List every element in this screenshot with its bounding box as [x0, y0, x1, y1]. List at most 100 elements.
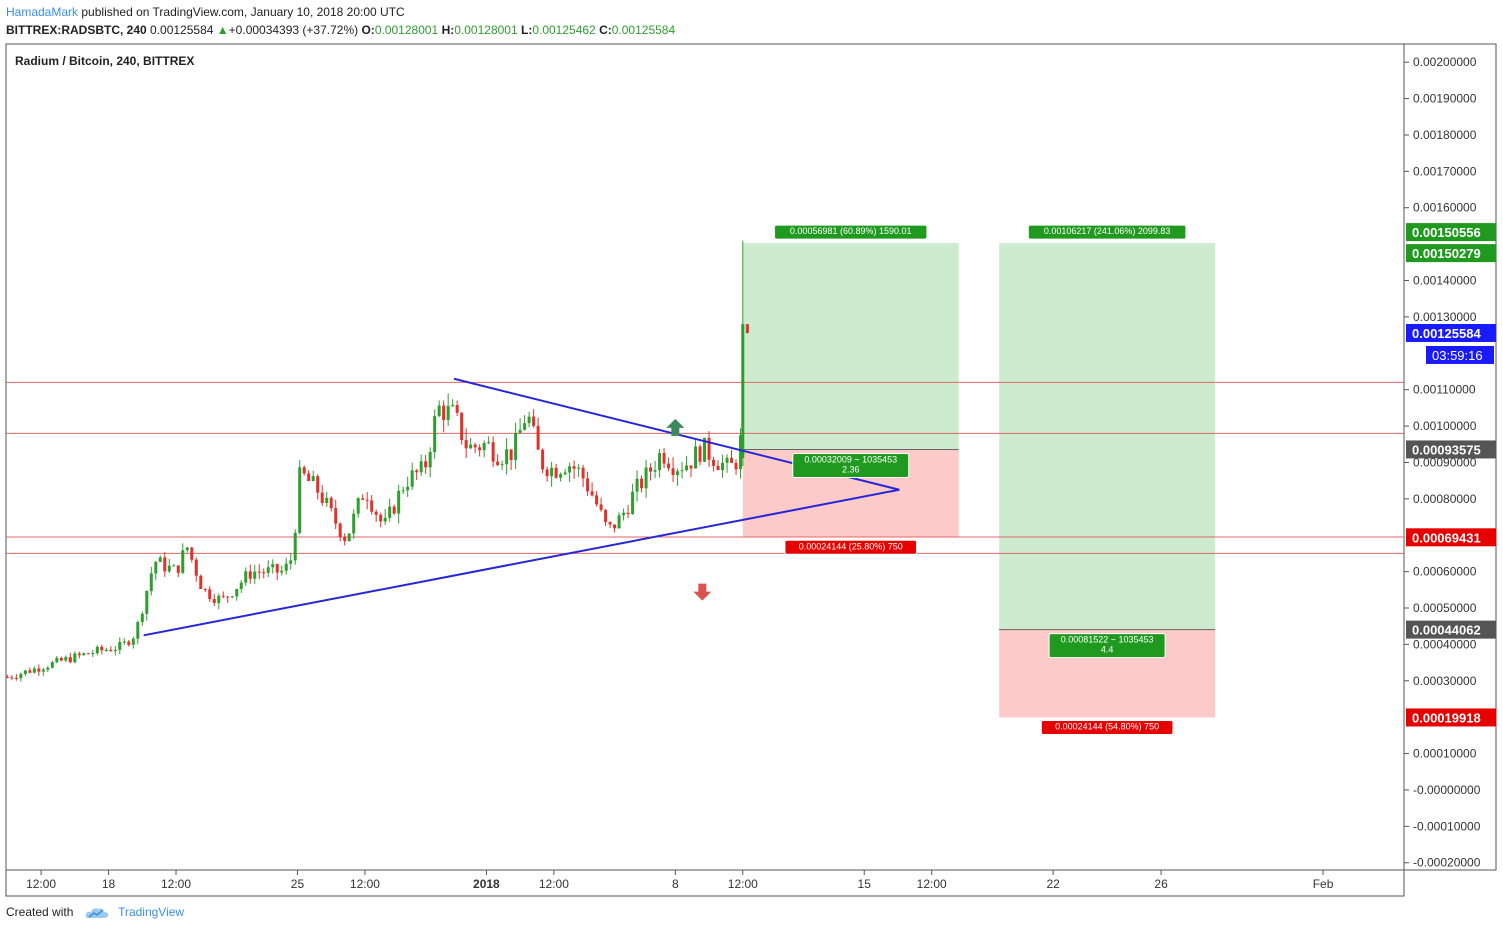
candle-body	[604, 509, 608, 522]
close-value: 0.00125584	[611, 23, 676, 37]
candle-body	[176, 565, 180, 573]
candle-body	[379, 514, 383, 522]
x-tick-label: 12:00	[728, 877, 758, 891]
candle-body	[487, 442, 491, 444]
candle-body	[86, 653, 90, 655]
candle-body	[154, 561, 158, 574]
countdown-tag: 03:59:16	[1426, 345, 1494, 364]
candle-body	[352, 513, 356, 534]
candle-body	[428, 452, 432, 468]
close-label: C:	[599, 23, 612, 37]
candle-body	[433, 416, 437, 453]
x-tick-label: 18	[102, 877, 116, 891]
countdown-text: 03:59:16	[1432, 348, 1483, 363]
candle-body	[293, 532, 297, 561]
price-tag-text: 0.00044062	[1412, 623, 1481, 638]
price-tag-box	[1406, 440, 1496, 459]
candle-body	[577, 467, 581, 469]
candle-body	[307, 473, 311, 482]
candle-body	[19, 673, 23, 679]
y-tick-label: 0.00010000	[1413, 747, 1477, 761]
candle-body	[194, 559, 198, 576]
candle-body	[505, 449, 509, 465]
candle-body	[446, 405, 450, 421]
stop-label-box	[784, 539, 918, 555]
candle-body	[271, 564, 275, 568]
candle-body	[685, 465, 689, 471]
price-tag-text: 0.00019918	[1412, 710, 1481, 725]
candle-body	[451, 404, 455, 406]
candle-body	[37, 668, 41, 672]
candle-body	[181, 550, 185, 573]
candle-body	[109, 649, 113, 652]
candle-body	[73, 653, 77, 663]
candle-body	[572, 466, 576, 469]
candle-body	[514, 432, 518, 461]
candle-body	[383, 517, 387, 522]
price-tag-box	[1406, 708, 1496, 727]
author-link[interactable]: HamadaMark	[6, 5, 79, 19]
candle-body	[248, 571, 252, 579]
candle-body	[608, 521, 612, 525]
x-tick-label: 8	[672, 877, 679, 891]
price-tag: 0.00044062	[1406, 620, 1496, 639]
profit-zone	[999, 243, 1216, 630]
candle-body	[95, 646, 99, 654]
candle-body	[212, 599, 216, 603]
candle-body	[741, 324, 745, 459]
candle-body	[559, 474, 563, 478]
candle-body	[581, 467, 585, 479]
candle-body	[338, 523, 342, 537]
price-tag-text: 0.00093575	[1412, 442, 1481, 457]
candle-body	[361, 498, 365, 500]
candle-body	[334, 508, 338, 524]
time-axis[interactable]	[5, 869, 1405, 897]
candle-body	[698, 446, 702, 462]
tradingview-link[interactable]: TradingView	[118, 905, 185, 919]
profit-zone	[742, 243, 959, 450]
candle-body	[734, 462, 738, 470]
x-tick-label: Feb	[1313, 877, 1334, 891]
triangle-trendline	[143, 488, 900, 637]
candle-body	[289, 560, 293, 564]
stop-label-box	[1040, 719, 1174, 735]
y-tick-label: 0.00110000	[1413, 383, 1476, 397]
candle-body	[316, 476, 320, 493]
high-label: H:	[441, 23, 455, 37]
candle-body	[253, 571, 257, 579]
candle-body	[302, 467, 306, 474]
candle-body	[55, 657, 59, 663]
price-tag-box	[1406, 528, 1496, 547]
candle-body	[140, 613, 144, 623]
candle-body	[356, 498, 360, 514]
candle-body	[563, 472, 567, 475]
x-tick-label: 12:00	[161, 877, 191, 891]
candle-body	[122, 641, 126, 643]
x-tick-label: 15	[858, 877, 872, 891]
target-label: 0.00056981 (60.89%) 1590.01	[774, 224, 928, 240]
x-tick-label: 26	[1154, 877, 1168, 891]
y-tick-label: 0.00130000	[1413, 310, 1477, 324]
stop-label-text: 0.00024144 (25.80%) 750	[799, 541, 903, 551]
candle-body	[298, 467, 302, 533]
price-change: +0.00034393 (+37.72%)	[228, 23, 359, 37]
candle-body	[586, 478, 590, 492]
y-tick-label: 0.00160000	[1413, 201, 1477, 215]
candle-body	[460, 412, 464, 441]
target-label-text: 0.00106217 (241.06%) 2099.83	[1044, 226, 1171, 236]
candle-body	[172, 565, 176, 567]
candle-body	[10, 677, 14, 679]
candle-body	[329, 497, 333, 509]
candle-body	[469, 444, 473, 449]
candle-body	[680, 470, 684, 472]
candle-body	[721, 462, 725, 471]
candle-body	[473, 444, 477, 448]
price-tag-text: 0.00069431	[1412, 530, 1481, 545]
x-tick-label: 12:00	[917, 877, 947, 891]
candle-body	[491, 442, 495, 462]
stop-label: 0.00024144 (54.80%) 750	[1040, 719, 1174, 735]
candle-body	[77, 653, 81, 655]
